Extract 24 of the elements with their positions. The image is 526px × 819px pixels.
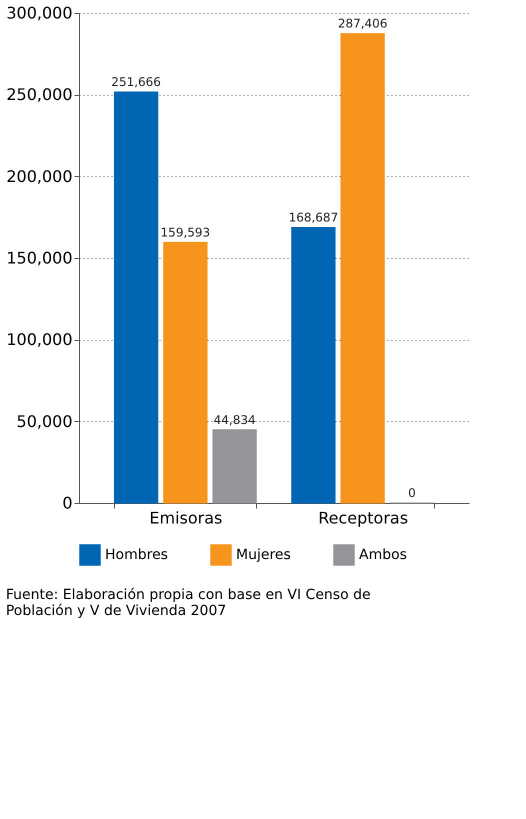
y-tick-label: 50,000 xyxy=(16,412,72,431)
x-tick-label: Emisoras xyxy=(149,508,222,528)
y-tick-label: 0 xyxy=(62,494,72,512)
legend-label: Mujeres xyxy=(236,547,291,563)
data-label: 44,834 xyxy=(214,412,256,427)
data-label: 159,593 xyxy=(160,225,210,240)
legend-label: Ambos xyxy=(359,547,407,563)
data-label: 287,406 xyxy=(338,16,388,31)
data-label: 0 xyxy=(408,486,416,500)
bar xyxy=(291,226,336,504)
y-tick-label: 200,000 xyxy=(6,166,72,186)
y-tick-label: 250,000 xyxy=(6,85,72,104)
y-tick-label: 300,000 xyxy=(6,4,72,22)
data-label: 251,666 xyxy=(111,74,161,89)
source-note: Fuente: Elaboración propia con base en VI Censo de Población y V de Vivienda 2007 xyxy=(6,587,371,619)
y-tick-label: 150,000 xyxy=(6,248,72,268)
x-tick-label: Receptoras xyxy=(318,508,408,528)
y-tick-label: 100,000 xyxy=(6,330,72,350)
data-label: 168,687 xyxy=(288,210,338,224)
bar xyxy=(212,429,257,504)
bar xyxy=(114,91,158,504)
bar xyxy=(163,242,208,504)
legend-label: Hombres xyxy=(105,547,168,563)
bar xyxy=(340,33,385,504)
